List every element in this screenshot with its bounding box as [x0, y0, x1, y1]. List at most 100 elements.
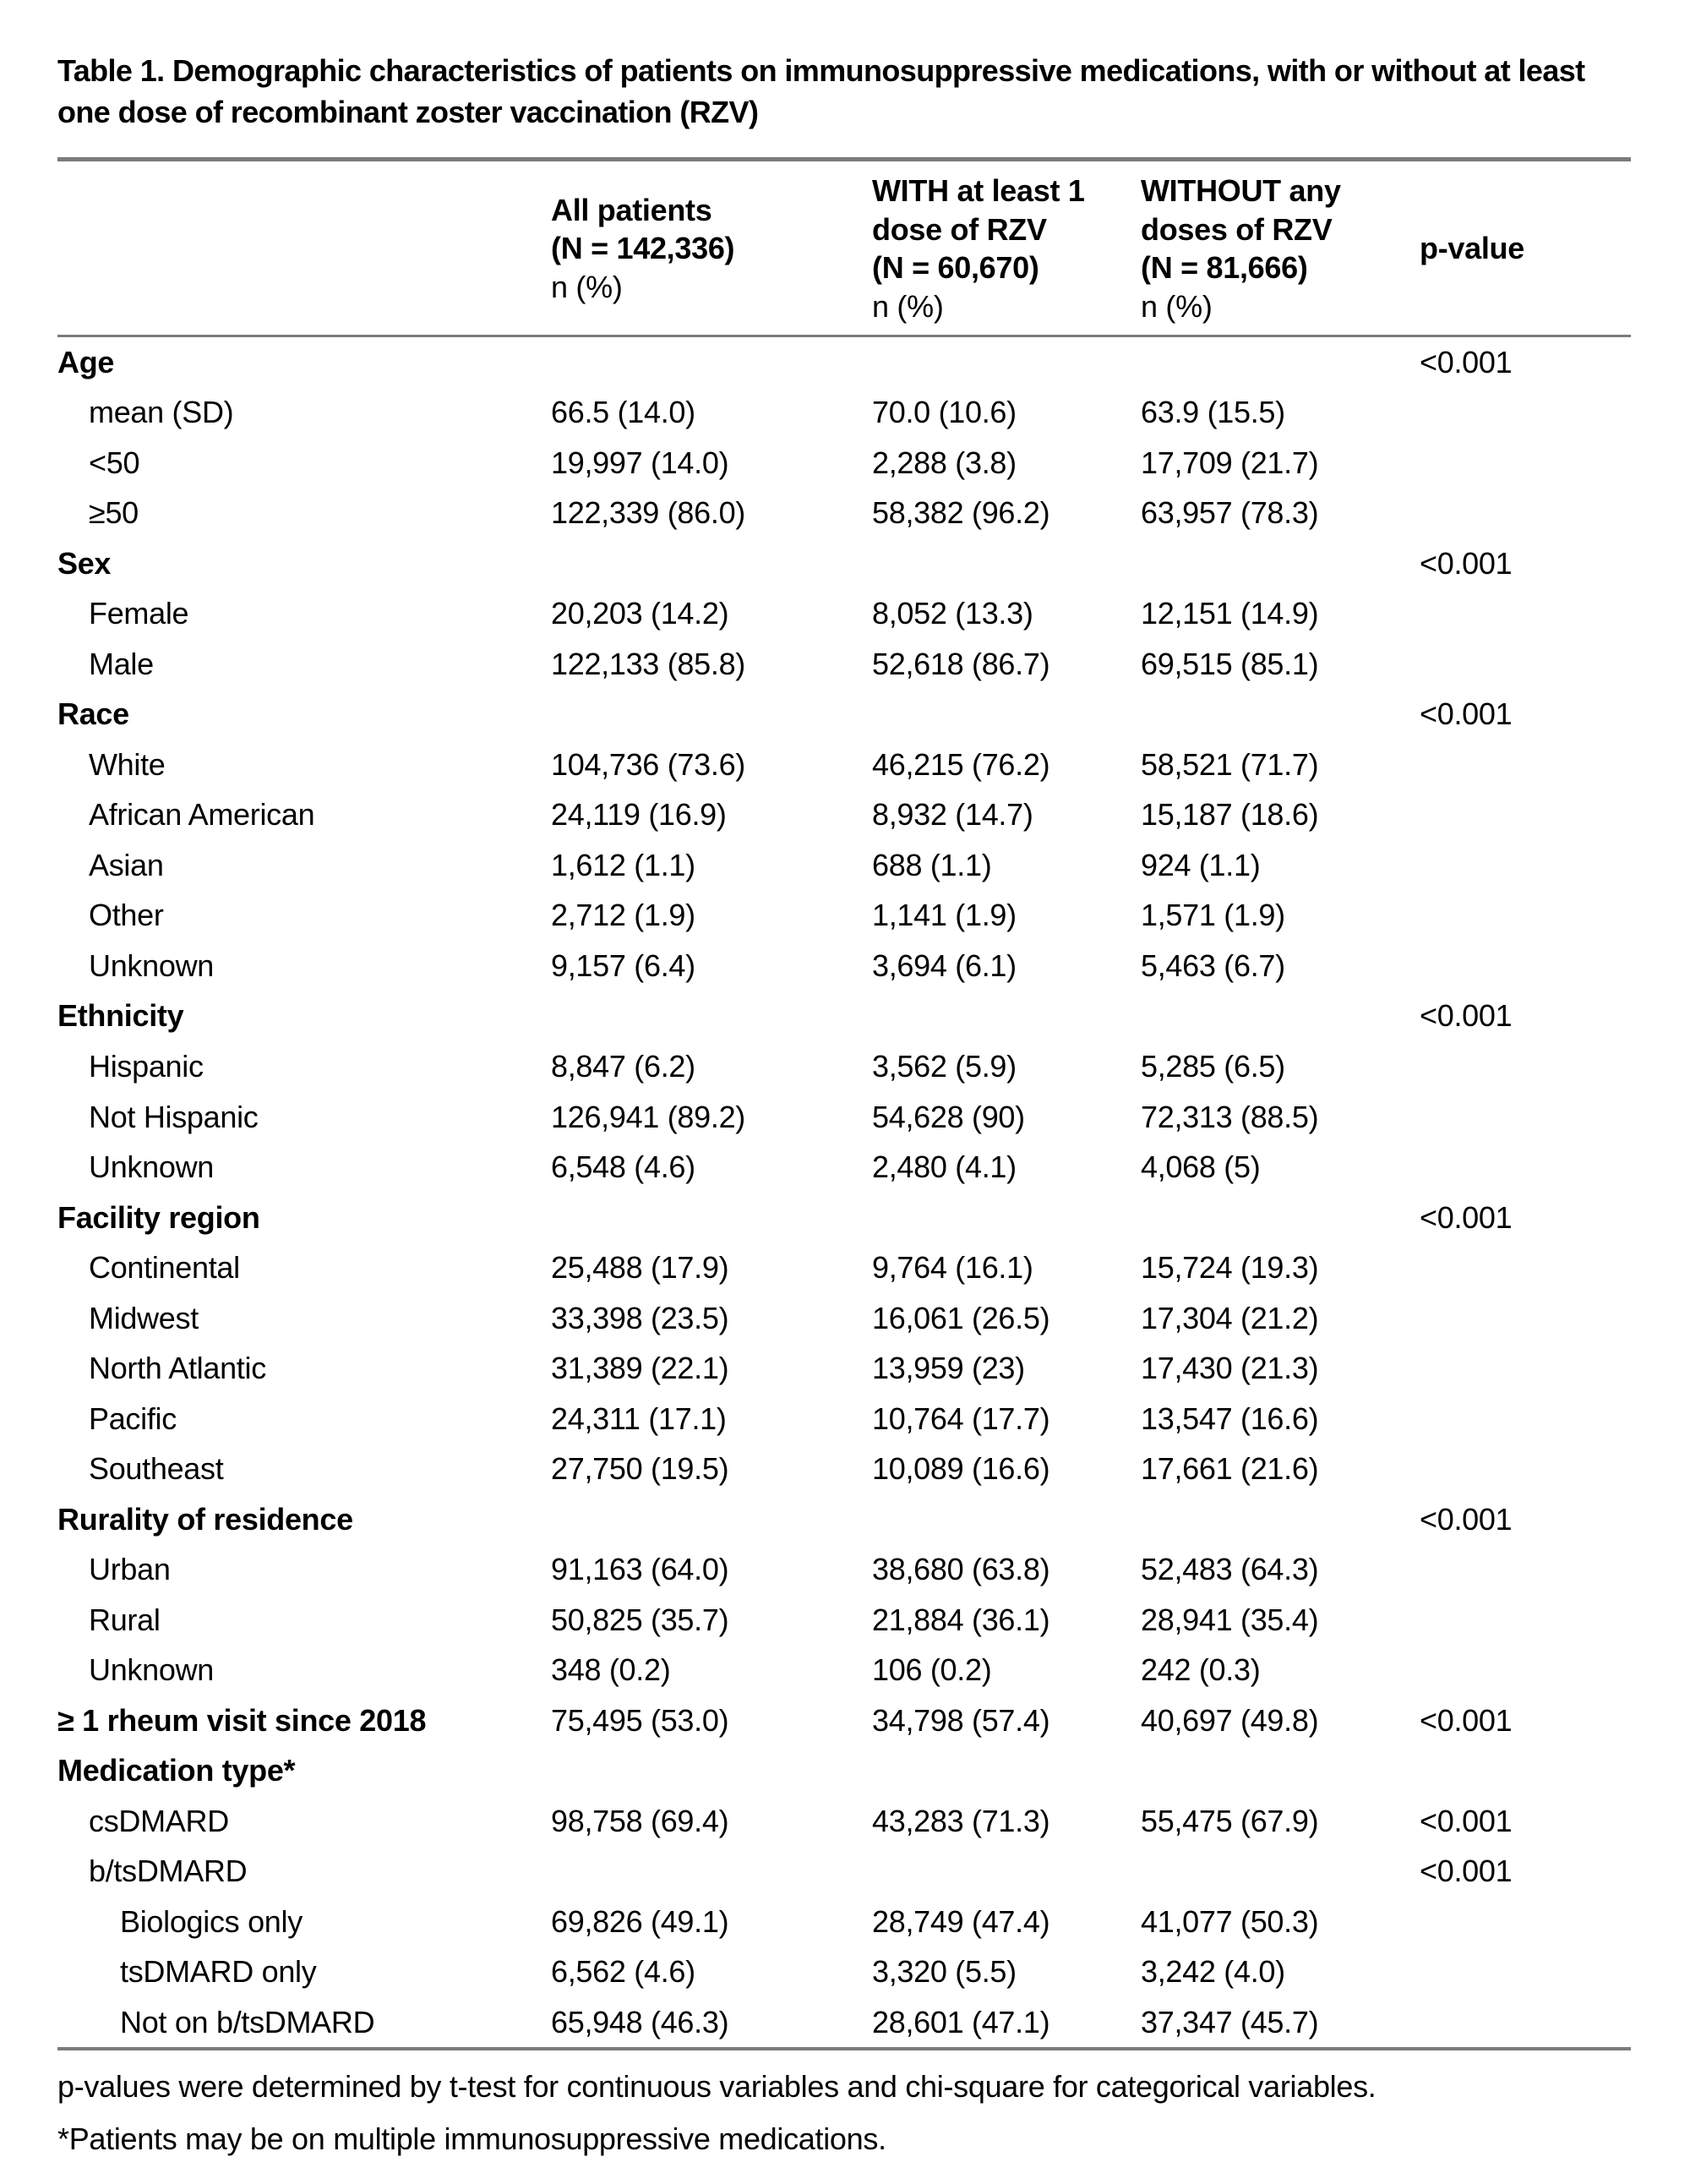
- cell-with-rzv: 1,141 (1.9): [872, 898, 1017, 933]
- cell-p-value: <0.001: [1420, 545, 1513, 581]
- row-label: Continental: [89, 1250, 240, 1286]
- table-row: North Atlantic 31,389 (22.1) 13,959 (23) 17…: [57, 1343, 1631, 1394]
- cell-all-patients: 24,311 (17.1): [551, 1400, 727, 1436]
- cell-without-rzv: 5,463 (6.7): [1141, 947, 1285, 983]
- cell-with-rzv: 8,932 (14.7): [872, 797, 1033, 833]
- cell-all-patients: 27,750 (19.5): [551, 1451, 729, 1487]
- table-row: Age <0.001: [57, 336, 1631, 387]
- cell-p-value: <0.001: [1420, 1702, 1513, 1738]
- demographics-table: All patients (N = 142,336) n (%) WITH at…: [57, 156, 1631, 2051]
- header-all-n: (N = 142,336): [551, 231, 735, 266]
- cell-all-patients: 69,826 (49.1): [551, 1903, 729, 1939]
- cell-with-rzv: 3,694 (6.1): [872, 947, 1017, 983]
- row-label: b/tsDMARD: [89, 1854, 248, 1889]
- row-label: Facility region: [57, 1199, 260, 1235]
- cell-p-value: [1420, 941, 1631, 991]
- cell-with-rzv: [872, 1494, 1141, 1545]
- row-label: ≥ 1 rheum visit since 2018: [57, 1702, 427, 1738]
- cell-all-patients: 24,119 (16.9): [551, 797, 727, 833]
- row-label: Unknown: [89, 947, 214, 983]
- cell-without-rzv: 4,068 (5): [1141, 1149, 1261, 1185]
- cell-without-rzv: 13,547 (16.6): [1141, 1400, 1319, 1436]
- cell-p-value: [1420, 1394, 1631, 1444]
- cell-without-rzv: 15,724 (19.3): [1141, 1250, 1319, 1286]
- cell-p-value: [1420, 840, 1631, 891]
- cell-without-rzv: 12,151 (14.9): [1141, 596, 1319, 631]
- footnotes: p-values were determined by t-test for c…: [57, 2061, 1633, 2165]
- header-all-patients: All patients (N = 142,336) n (%): [551, 159, 872, 337]
- header-without-line2: doses of RZV: [1141, 211, 1333, 247]
- cell-with-rzv: 3,562 (5.9): [872, 1049, 1017, 1084]
- table-row: Rural 50,825 (35.7) 21,884 (36.1) 28,941 (3…: [57, 1595, 1631, 1646]
- cell-with-rzv: 688 (1.1): [872, 847, 992, 882]
- table-row: ≥ 1 rheum visit since 2018 75,495 (53.0) 3…: [57, 1695, 1631, 1746]
- cell-p-value: [1420, 1645, 1631, 1695]
- header-without-n: (N = 81,666): [1141, 250, 1308, 286]
- table-title: Table 1. Demographic characteristics of …: [57, 53, 1585, 129]
- cell-without-rzv: 17,304 (21.2): [1141, 1300, 1319, 1335]
- row-label: African American: [89, 797, 315, 833]
- table-row: Not Hispanic 126,941 (89.2) 54,628 (90) 72,…: [57, 1092, 1631, 1143]
- row-label: Medication type*: [57, 1753, 296, 1788]
- cell-p-value: [1420, 1041, 1631, 1092]
- table-row: Male 122,133 (85.8) 52,618 (86.7) 69,515 (8…: [57, 639, 1631, 690]
- cell-all-patients: 2,712 (1.9): [551, 898, 695, 933]
- cell-without-rzv: 37,347 (45.7): [1141, 2004, 1319, 2039]
- cell-p-value: <0.001: [1420, 344, 1513, 379]
- table-row: csDMARD 98,758 (69.4) 43,283 (71.3) 55,475 …: [57, 1796, 1631, 1847]
- table-row: Sex <0.001: [57, 538, 1631, 589]
- row-label: Asian: [89, 847, 164, 882]
- cell-all-patients: 126,941 (89.2): [551, 1099, 745, 1134]
- cell-all-patients: 33,398 (23.5): [551, 1300, 729, 1335]
- cell-p-value: [1420, 1343, 1631, 1394]
- cell-p-value: <0.001: [1420, 1501, 1513, 1537]
- cell-all-patients: 19,997 (14.0): [551, 445, 729, 480]
- row-label: tsDMARD only: [120, 1954, 317, 1990]
- table-row: White 104,736 (73.6) 46,215 (76.2) 58,521 (…: [57, 740, 1631, 790]
- cell-all-patients: 25,488 (17.9): [551, 1250, 729, 1286]
- row-label: Rurality of residence: [57, 1501, 353, 1537]
- table-row: Pacific 24,311 (17.1) 10,764 (17.7) 13,547 …: [57, 1394, 1631, 1444]
- table-row: Biologics only 69,826 (49.1) 28,749 (47.4)…: [57, 1897, 1631, 1947]
- table-row: Other 2,712 (1.9) 1,141 (1.9) 1,571 (1.9): [57, 890, 1631, 941]
- cell-without-rzv: [1141, 538, 1420, 589]
- cell-without-rzv: [1141, 336, 1420, 387]
- cell-p-value: <0.001: [1420, 1803, 1513, 1838]
- header-all-line1: All patients: [551, 192, 712, 227]
- table-row: Facility region <0.001: [57, 1193, 1631, 1243]
- cell-p-value: [1420, 1544, 1631, 1595]
- cell-with-rzv: 28,749 (47.4): [872, 1903, 1050, 1939]
- cell-with-rzv: 106 (0.2): [872, 1652, 992, 1688]
- cell-without-rzv: 40,697 (49.8): [1141, 1702, 1319, 1738]
- cell-without-rzv: [1141, 1846, 1420, 1897]
- cell-with-rzv: 46,215 (76.2): [872, 746, 1050, 782]
- cell-without-rzv: 924 (1.1): [1141, 847, 1261, 882]
- cell-with-rzv: 58,382 (96.2): [872, 495, 1050, 531]
- cell-all-patients: 6,548 (4.6): [551, 1149, 695, 1185]
- row-label: Ethnicity: [57, 998, 184, 1034]
- row-label: Other: [89, 898, 164, 933]
- cell-all-patients: 1,612 (1.1): [551, 847, 695, 882]
- row-label: Male: [89, 646, 154, 681]
- row-label: ≥50: [89, 495, 139, 531]
- table-row: Urban 91,163 (64.0) 38,680 (63.8) 52,483 (6…: [57, 1544, 1631, 1595]
- row-label: Unknown: [89, 1149, 214, 1185]
- table-row: Ethnicity <0.001: [57, 991, 1631, 1041]
- cell-without-rzv: 72,313 (88.5): [1141, 1099, 1319, 1134]
- table-row: Medication type*: [57, 1745, 1631, 1796]
- cell-without-rzv: 52,483 (64.3): [1141, 1552, 1319, 1587]
- cell-p-value: [1420, 1946, 1631, 1997]
- table-row: Southeast 27,750 (19.5) 10,089 (16.6) 17,66…: [57, 1444, 1631, 1494]
- cell-p-value: [1420, 1745, 1631, 1796]
- cell-p-value: [1420, 1595, 1631, 1646]
- row-label: Pacific: [89, 1400, 177, 1436]
- cell-without-rzv: 3,242 (4.0): [1141, 1954, 1285, 1990]
- row-label: Age: [57, 344, 115, 379]
- cell-without-rzv: 1,571 (1.9): [1141, 898, 1285, 933]
- table-row: Rurality of residence <0.001: [57, 1494, 1631, 1545]
- cell-without-rzv: 69,515 (85.1): [1141, 646, 1319, 681]
- table-row: Unknown 348 (0.2) 106 (0.2) 242 (0.3): [57, 1645, 1631, 1695]
- cell-all-patients: [551, 1193, 872, 1243]
- table-row: Unknown 6,548 (4.6) 2,480 (4.1) 4,068 (5): [57, 1142, 1631, 1193]
- header-with-sub: n (%): [872, 289, 944, 325]
